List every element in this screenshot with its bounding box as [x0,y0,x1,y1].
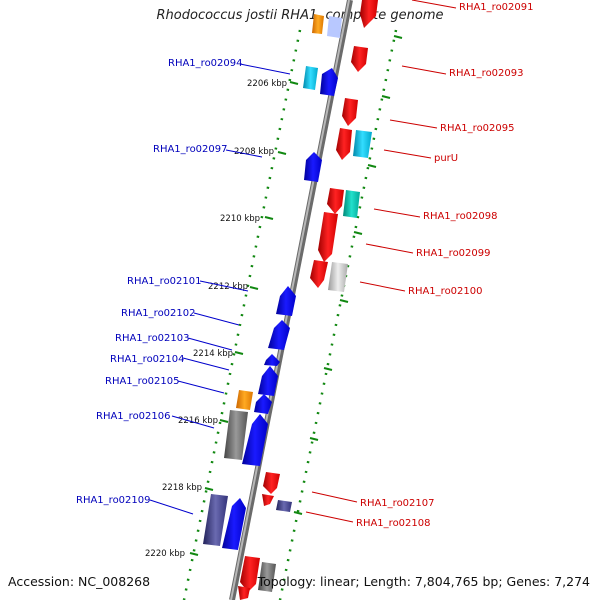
gene-label[interactable]: RHA1_ro02093 [449,68,524,79]
gene-ro02099[interactable] [318,212,338,262]
tick-label: 2214 kbp [193,349,233,359]
gene-ro02100-gray[interactable] [328,262,348,292]
gene-ro02097[interactable] [304,152,322,182]
gene-ro02106-gray[interactable] [224,410,248,460]
gene-label[interactable]: RHA1_ro02107 [360,498,435,509]
gene-ro02101[interactable] [276,286,296,316]
gene-ro02094-blue[interactable] [320,68,338,96]
tick-2214: 2214 kbp [193,349,244,359]
tick-label: 2220 kbp [145,549,185,559]
gene-ro02102[interactable] [268,320,290,350]
gene-red-bottom-b[interactable] [238,586,250,600]
gene-gray-bottom[interactable] [258,562,276,592]
gene-label[interactable]: RHA1_ro02091 [459,2,534,13]
gene-label[interactable]: RHA1_ro02101 [127,276,202,287]
gene-label[interactable]: RHA1_ro02097 [153,144,228,155]
genome-info-text: Topology: linear; Length: 7,804,765 bp; … [257,574,590,589]
gene-label[interactable]: RHA1_ro02094 [168,58,243,69]
gene-label[interactable]: RHA1_ro02095 [440,123,515,134]
gene-label[interactable]: RHA1_ro02105 [105,376,180,387]
gene-red-top[interactable] [360,0,378,28]
tick-label: 2216 kbp [178,416,218,426]
gene-ro02107-b[interactable] [262,494,274,506]
gene-ro02104[interactable] [258,366,278,396]
right-track-guide [278,29,398,600]
gene-label[interactable]: RHA1_ro02104 [110,354,185,365]
tick-2212: 2212 kbp [208,282,259,292]
tick-label: 2210 kbp [220,214,260,224]
gene-ro02105-orange[interactable] [236,390,253,410]
tick-2218: 2218 kbp [162,483,214,493]
gene-ro02094-cyan[interactable] [303,66,318,90]
gene-label[interactable]: RHA1_ro02106 [96,411,171,422]
gene-label[interactable]: purU [434,153,458,164]
gene-ro02093[interactable] [351,46,368,72]
tick-label: 2206 kbp [247,79,287,89]
left-gene-labels: RHA1_ro02094 RHA1_ro02097 RHA1_ro02101 R… [76,58,243,506]
tick-2208: 2208 kbp [234,147,287,157]
left-track-guide [182,29,302,600]
right-tick-marks [293,35,403,515]
gene-label[interactable]: RHA1_ro02109 [76,495,151,506]
gene-ro02095-b[interactable] [336,128,352,160]
right-leader-lines [305,0,457,523]
tick-2210: 2210 kbp [220,214,274,224]
gene-ro02105-blue[interactable] [254,394,272,414]
gene-purU[interactable] [353,130,372,158]
gene-label[interactable]: RHA1_ro02103 [115,333,190,344]
gene-ro02106-blue[interactable] [242,414,268,466]
tick-2216: 2216 kbp [178,416,229,426]
gene-ro02108[interactable] [276,500,292,512]
gene-lightblue-top[interactable] [327,16,342,38]
tick-label: 2218 kbp [162,483,202,493]
gene-red-bottom[interactable] [240,556,260,592]
gene-ro02098-teal[interactable] [343,190,360,218]
gene-ro02100-red[interactable] [310,260,328,288]
gene-ro02109-purple[interactable] [203,494,228,546]
gene-ro02109-blue[interactable] [222,498,246,550]
tick-2206: 2206 kbp [247,79,299,89]
gene-ro02095-a[interactable] [342,98,358,126]
gene-ro02107[interactable] [263,472,280,494]
right-gene-labels: RHA1_ro02091 RHA1_ro02093 RHA1_ro02095 p… [356,2,534,529]
gene-ro02098-red[interactable] [327,188,344,214]
tick-label: 2208 kbp [234,147,274,157]
left-leader-lines [149,63,291,515]
gene-label[interactable]: RHA1_ro02102 [121,308,196,319]
accession-text: Accession: NC_008268 [8,574,151,589]
tick-2220: 2220 kbp [145,549,199,559]
gene-label[interactable]: RHA1_ro02108 [356,518,431,529]
gene-label[interactable]: RHA1_ro02100 [408,286,483,297]
gene-label[interactable]: RHA1_ro02098 [423,211,498,222]
gene-ro02103[interactable] [264,354,280,366]
gene-label[interactable]: RHA1_ro02099 [416,248,491,259]
gene-orange-top[interactable] [312,14,324,34]
